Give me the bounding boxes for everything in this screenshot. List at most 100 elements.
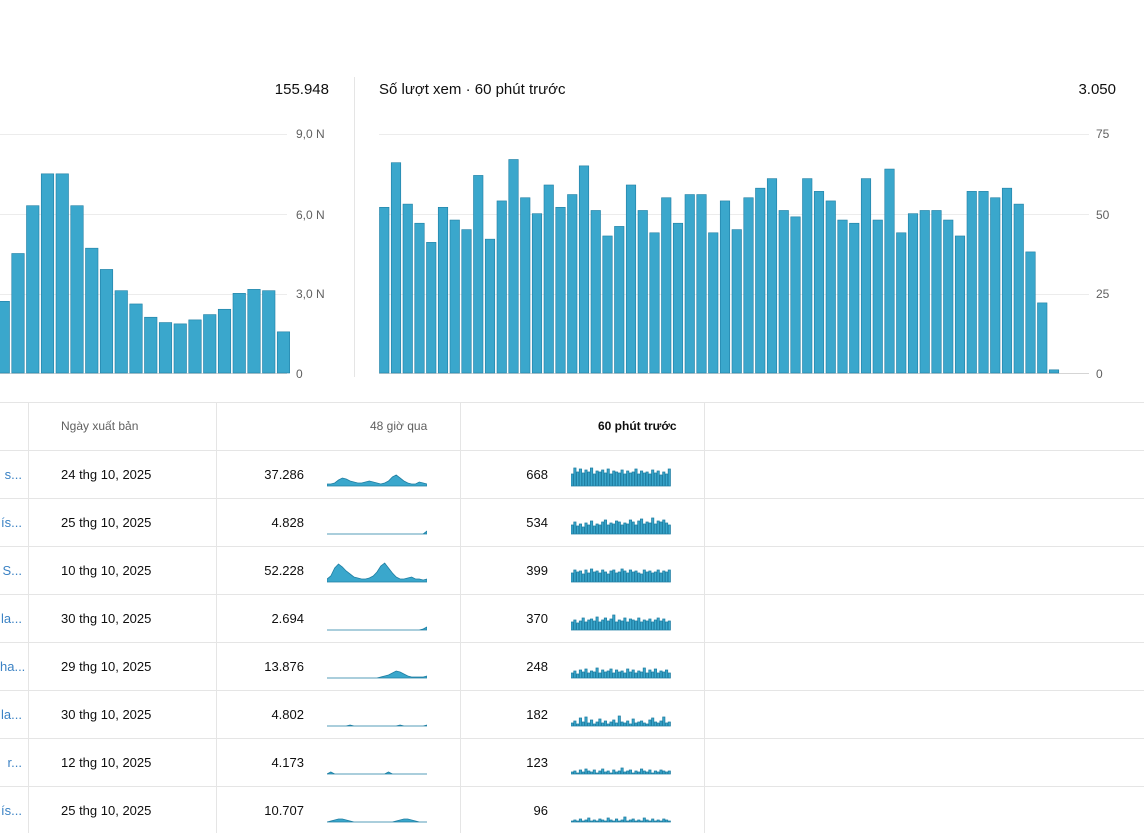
bar [402,203,413,374]
bar [114,290,128,374]
bar [990,197,1001,374]
bar [872,219,883,374]
bar [1037,302,1048,374]
video-title-link[interactable]: r... [7,755,22,770]
table-row[interactable]: ha... 29 thg 10, 2025 13.876 248 [0,642,1144,691]
right-grid-50 [379,214,1089,215]
sparkline-48h-area [327,562,427,583]
video-title-link[interactable]: s... [4,467,22,482]
bar [262,290,276,374]
views-48h: 37.286 [264,467,304,482]
video-title-link[interactable]: S... [2,563,22,578]
bar [637,210,648,374]
bar [173,323,187,374]
bar [473,175,484,374]
sparkline-60m-bars [571,467,671,487]
table-row[interactable]: S... 10 thg 10, 2025 52.228 399 [0,546,1144,595]
bar [825,200,836,374]
bar [943,219,954,374]
views-60m: 370 [526,611,548,626]
sparkline-48h [327,818,427,823]
col-divider-1 [28,402,29,833]
right-card-title: Số lượt xem · 60 phút trước [379,81,566,98]
bar [437,206,449,374]
table-row[interactable]: r... 12 thg 10, 2025 4.173 123 [0,738,1144,787]
sparkline-60m-bars [571,667,671,679]
col-divider-4 [704,402,705,833]
right-grid-0 [379,373,1089,374]
bar [661,197,672,374]
bar [625,184,637,374]
bar [520,197,531,374]
sparkline-60m [571,517,671,535]
right-card-total: 3.050 [1078,81,1116,98]
left-grid-9k [0,134,287,135]
left-bar-chart [0,173,290,374]
header-60m[interactable]: 60 phút trước [598,419,677,433]
sparkline-48h-area [327,670,427,679]
bar [813,191,825,374]
header-publish-date[interactable]: Ngày xuất bản [61,419,139,433]
sparkline-60m-bars [571,767,671,775]
table-row[interactable]: la... 30 thg 10, 2025 4.802 182 [0,690,1144,739]
sparkline-48h [327,670,427,679]
sparkline-60m-bars [571,614,671,631]
views-60m: 399 [526,563,548,578]
left-tick-6k: 6,0 N [296,208,325,222]
right-tick-0: 0 [1096,367,1103,381]
bar [978,191,989,374]
header-48h[interactable]: 48 giờ qua [370,419,428,433]
views-48h: 4.173 [271,755,304,770]
left-grid-0 [0,373,287,374]
bar [484,238,496,374]
views-48h: 2.694 [271,611,304,626]
publish-date: 12 thg 10, 2025 [61,755,152,770]
bar [719,200,731,374]
right-tick-25: 25 [1096,287,1110,301]
bar [40,173,55,374]
right-bar-chart [379,159,1060,374]
views-48h: 4.828 [271,515,304,530]
bar [614,226,625,374]
table-row[interactable]: ís... 25 thg 10, 2025 10.707 96 [0,786,1144,835]
publish-date: 25 thg 10, 2025 [61,803,152,818]
bar [1025,251,1036,374]
bar [26,205,40,374]
table-row[interactable]: la... 30 thg 10, 2025 2.694 370 [0,594,1144,643]
video-title-link[interactable]: ís... [1,515,22,530]
video-title-link[interactable]: la... [1,707,22,722]
video-title-link[interactable]: ha... [0,659,26,674]
video-title-link[interactable]: la... [1,611,22,626]
sparkline-60m-bars [571,517,671,535]
bar [508,159,519,374]
bar [461,229,472,374]
sparkline-48h-area [327,818,427,823]
sparkline-48h-area [327,771,427,775]
bar [567,194,578,374]
bar [144,316,158,374]
sparkline-48h [327,771,427,775]
table-top-border [0,402,1144,403]
video-title-link[interactable]: ís... [1,803,22,818]
bar [954,235,966,374]
views-60m: 96 [533,803,548,818]
bar [884,168,895,374]
bar [276,331,290,374]
bar [129,303,143,374]
sparkline-60m [571,767,671,775]
bar [414,222,425,374]
views-48h: 13.876 [264,659,304,674]
card-divider [354,77,355,377]
bar [837,219,848,374]
bar [390,162,402,374]
bar [731,229,742,374]
publish-date: 30 thg 10, 2025 [61,611,152,626]
table-row[interactable]: ís... 25 thg 10, 2025 4.828 534 [0,498,1144,547]
views-48h: 10.707 [264,803,304,818]
bar [684,194,695,374]
publish-date: 29 thg 10, 2025 [61,659,152,674]
bar [578,165,590,374]
table-row[interactable]: s... 24 thg 10, 2025 37.286 668 [0,450,1144,499]
sparkline-48h-area [327,626,427,631]
bar [755,187,766,374]
